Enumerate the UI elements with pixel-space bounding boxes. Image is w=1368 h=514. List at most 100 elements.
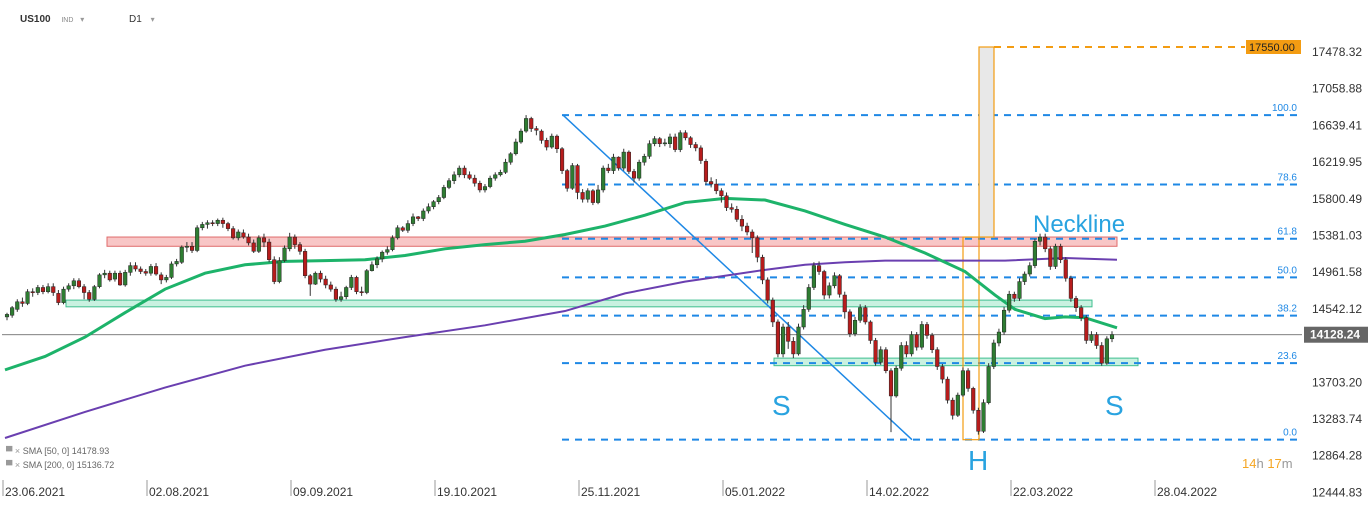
candle-bearish [308, 275, 313, 285]
candle-bearish [1073, 298, 1079, 308]
candle-bullish [421, 210, 426, 219]
candle-bullish [410, 216, 416, 224]
candle-bearish [590, 190, 595, 203]
x-tick-label: 05.01.2022 [725, 485, 785, 499]
candle-bullish [4, 314, 10, 318]
close-icon[interactable]: × [14, 446, 21, 456]
candle-bullish [955, 394, 960, 416]
timeframe-selector[interactable]: D1 ▾ [129, 14, 155, 25]
candle-bullish [215, 219, 220, 224]
candle-bullish [960, 370, 966, 396]
candle-bearish [888, 370, 894, 397]
candle-bullish [25, 291, 30, 304]
candle-bullish [647, 143, 652, 157]
candle-bullish [179, 246, 184, 263]
candle-bearish [580, 192, 585, 200]
head-depth-box [962, 236, 980, 441]
target-price-label: 17550.00 [1249, 42, 1295, 54]
candle-bullish [339, 296, 344, 300]
fib-level-label: 100.0 [1272, 103, 1297, 114]
candle-bullish [524, 118, 529, 132]
candle-bearish [534, 128, 539, 131]
fib-level-label: 50.0 [1278, 265, 1298, 276]
candle-bullish [488, 177, 493, 187]
candle-bearish [1043, 236, 1048, 250]
candle-bullish [184, 246, 189, 248]
candle-bullish [981, 402, 986, 432]
candle-bearish [56, 293, 61, 303]
candle-bullish [1007, 293, 1012, 311]
candle-bullish [662, 142, 667, 145]
candle-bearish [709, 181, 714, 185]
candle-bullish [277, 260, 282, 282]
eye-icon[interactable]: ▀ [6, 460, 13, 470]
candle-bearish [51, 286, 56, 293]
candle-bullish [652, 138, 657, 144]
candle-bearish [760, 256, 765, 281]
candle-bearish [297, 244, 303, 252]
y-tick-label: 14961.58 [1312, 265, 1362, 279]
sma50-line [4, 196, 1118, 372]
y-tick-label: 15381.03 [1312, 229, 1362, 243]
instrument-type: IND [61, 17, 74, 24]
timer-m: m [1281, 456, 1293, 471]
candle-bearish [318, 272, 323, 280]
candle-bullish [570, 165, 575, 189]
candle-bearish [868, 321, 873, 341]
candle-bullish [92, 286, 97, 300]
zone-support-upper [65, 299, 1093, 308]
candle-bullish [621, 151, 626, 169]
candle-bullish [1002, 309, 1007, 333]
target-projection-box [978, 46, 995, 238]
eye-icon[interactable]: ▀ [6, 446, 13, 456]
candle-bearish [791, 341, 796, 355]
candle-bearish [914, 334, 919, 348]
candle-bullish [1037, 236, 1043, 242]
candle-bearish [565, 170, 570, 189]
candle-bearish [1079, 307, 1084, 319]
candle-bearish [673, 136, 678, 150]
y-tick-label: 12864.28 [1312, 449, 1362, 463]
candle-bearish [724, 195, 729, 208]
candle-bearish [745, 225, 750, 233]
right-shoulder-label: S [1105, 390, 1124, 421]
candle-bullish [385, 249, 390, 253]
candle-bullish [585, 190, 590, 200]
symbol-selector[interactable]: US100 IND ▾ [20, 14, 84, 25]
candle-bullish [236, 231, 241, 239]
candle-bullish [164, 277, 169, 281]
candle-bearish [847, 311, 852, 334]
head-label: H [968, 445, 988, 476]
target-price-badge [1246, 40, 1301, 54]
candle-bearish [231, 228, 236, 239]
candle-bearish [333, 288, 338, 300]
candle-bullish [452, 174, 457, 181]
candle-bearish [267, 241, 272, 260]
sma200-legend[interactable]: ▀ × SMA [200, 0] 15136.72 [6, 460, 114, 470]
candle-bullish [1104, 338, 1109, 364]
neckline-label: Neckline [1033, 211, 1125, 238]
candle-bullish [601, 167, 606, 191]
candle-bearish [87, 292, 92, 300]
candle-bullish [482, 186, 488, 191]
candle-bullish [899, 345, 904, 369]
candle-bullish [287, 236, 292, 250]
candle-bullish [174, 261, 179, 265]
chevron-down-icon: ▾ [150, 15, 155, 24]
candle-bearish [950, 399, 955, 416]
candle-bearish [616, 156, 621, 169]
y-tick-label: 16639.41 [1312, 118, 1362, 132]
candle-bearish [118, 272, 123, 286]
candle-bullish [431, 201, 436, 208]
candle-bearish [703, 161, 709, 182]
sma50-legend[interactable]: ▀ × SMA [50, 0] 14178.93 [6, 446, 109, 456]
candle-bearish [20, 301, 25, 304]
candle-bullish [374, 258, 380, 266]
candle-bearish [935, 349, 940, 367]
candle-bullish [796, 326, 801, 355]
candle-bearish [734, 209, 739, 220]
close-icon[interactable]: × [14, 460, 21, 470]
candle-bearish [750, 231, 755, 239]
